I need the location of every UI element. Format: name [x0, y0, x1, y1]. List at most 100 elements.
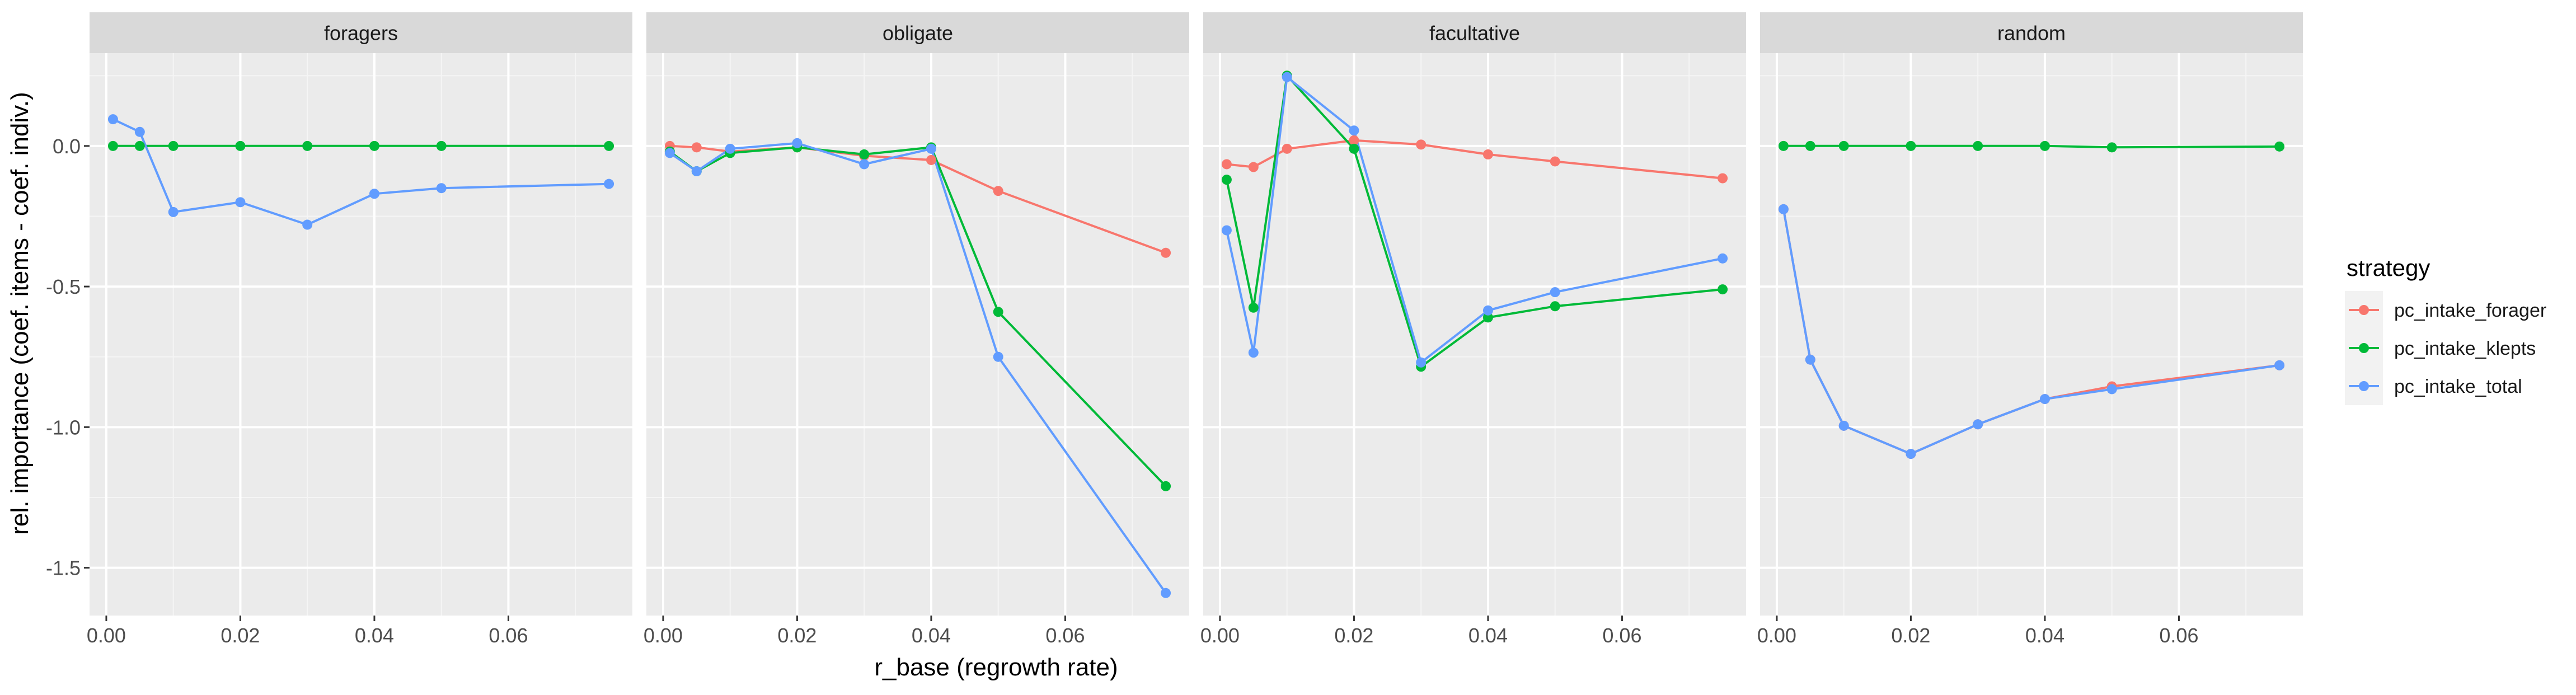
panel-background	[646, 53, 1189, 616]
data-point-pc_intake_forager	[993, 186, 1003, 196]
data-point-pc_intake_klepts	[1482, 312, 1493, 323]
x-tick-label: 0.00	[1757, 624, 1796, 647]
facet-strip	[646, 12, 1189, 53]
data-point-pc_intake_total	[1349, 125, 1359, 136]
x-tick-label: 0.00	[87, 624, 126, 647]
panels-layer: 0.0 -0.5 -1.0 -1.5 foragers 0.00 0.02 0.04 0.06 o…	[46, 12, 2303, 647]
data-point-pc_intake_total	[1416, 357, 1427, 368]
data-point-pc_intake_forager	[1248, 162, 1259, 172]
data-point-pc_intake_forager	[1550, 156, 1560, 167]
data-point-pc_intake_klepts	[2039, 140, 2050, 151]
data-point-pc_intake_klepts	[2274, 141, 2285, 152]
panel-background	[1760, 53, 2303, 616]
data-point-pc_intake_forager	[1718, 173, 1728, 184]
panel-background	[1203, 53, 1746, 616]
x-axis-title: r_base (regrowth rate)	[874, 654, 1118, 681]
data-point-pc_intake_klepts	[1906, 140, 1916, 151]
data-point-pc_intake_total	[725, 143, 735, 154]
data-point-pc_intake_total	[1906, 449, 1916, 459]
data-point-pc_intake_klepts	[1248, 302, 1259, 313]
data-point-pc_intake_total	[1805, 354, 1815, 365]
y-tick-label: 0.0	[53, 135, 81, 158]
x-tick-label: 0.00	[644, 624, 683, 647]
data-point-pc_intake_total	[2039, 394, 2050, 405]
legend-title: strategy	[2347, 255, 2430, 281]
facet-panel-foragers: foragers 0.00 0.02 0.04 0.06	[87, 12, 632, 647]
data-point-pc_intake_total	[436, 183, 447, 194]
data-point-pc_intake_klepts	[1161, 481, 1171, 491]
series-line-pc_intake_total	[1782, 209, 2280, 455]
series-line-pc_intake_total	[112, 118, 609, 226]
y-axis-title: rel. importance (coef. items - coef. ind…	[6, 92, 34, 534]
legend-key-point	[2359, 343, 2369, 353]
facet-strip	[1203, 12, 1746, 53]
data-point-pc_intake_total	[604, 179, 614, 189]
y-tick-label: -1.5	[46, 557, 81, 580]
data-point-pc_intake_klepts	[134, 140, 145, 151]
data-point-pc_intake_total	[1550, 287, 1560, 298]
data-point-pc_intake_total	[168, 206, 179, 217]
data-point-pc_intake_total	[369, 189, 379, 199]
facet-strip-label: foragers	[324, 22, 398, 45]
x-tick-label: 0.04	[2025, 624, 2064, 647]
x-tick-label: 0.06	[1602, 624, 1641, 647]
data-point-pc_intake_total	[2274, 360, 2285, 370]
series-line-pc_intake_klepts	[1225, 73, 1723, 369]
data-point-pc_intake_total	[664, 148, 675, 158]
data-point-pc_intake_forager	[1161, 247, 1171, 258]
x-tick-label: 0.02	[777, 624, 817, 647]
facet-panel-facultative: facultative 0.00 0.02 0.04 0.06	[1200, 12, 1746, 647]
data-point-pc_intake_total	[1778, 204, 1789, 214]
data-point-pc_intake_total	[792, 138, 803, 148]
facet-panel-obligate: obligate 0.00 0.02 0.04 0.06	[644, 12, 1189, 647]
data-point-pc_intake_total	[1221, 225, 1232, 236]
x-tick-label: 0.04	[1468, 624, 1508, 647]
data-point-pc_intake_total	[691, 166, 702, 177]
series-line-pc_intake_total	[669, 142, 1167, 594]
x-tick-label: 0.00	[1200, 624, 1240, 647]
data-point-pc_intake_klepts	[107, 140, 118, 151]
series-line-pc_intake_total	[1225, 74, 1723, 365]
data-point-pc_intake_total	[993, 351, 1003, 362]
data-point-pc_intake_klepts	[1349, 143, 1359, 154]
data-point-pc_intake_klepts	[436, 140, 447, 151]
panel-background	[90, 53, 632, 616]
facet-strip-label: obligate	[883, 22, 953, 45]
data-point-pc_intake_total	[235, 197, 246, 208]
facet-strip-label: random	[1997, 22, 2066, 45]
legend-item-pc_intake_total: pc_intake_total	[2345, 367, 2522, 405]
x-tick-label: 0.06	[1045, 624, 1085, 647]
data-point-pc_intake_klepts	[302, 140, 313, 151]
y-tick-label: -1.0	[46, 416, 81, 439]
data-point-pc_intake_klepts	[1805, 140, 1815, 151]
legend-item-pc_intake_forager: pc_intake_forager	[2345, 291, 2546, 329]
legend-key-point	[2359, 381, 2369, 391]
data-point-pc_intake_klepts	[168, 140, 179, 151]
data-point-pc_intake_klepts	[604, 140, 614, 151]
data-point-pc_intake_klepts	[2106, 142, 2117, 153]
data-point-pc_intake_klepts	[1838, 140, 1849, 151]
data-point-pc_intake_total	[1282, 72, 1292, 82]
x-tick-label: 0.02	[1891, 624, 1930, 647]
data-point-pc_intake_total	[926, 143, 936, 154]
data-point-pc_intake_total	[2106, 384, 2117, 395]
data-point-pc_intake_forager	[1282, 143, 1292, 154]
data-point-pc_intake_klepts	[1221, 175, 1232, 185]
data-point-pc_intake_forager	[1416, 139, 1427, 150]
data-point-pc_intake_total	[859, 159, 870, 170]
data-point-pc_intake_klepts	[1550, 301, 1560, 312]
legend-label: pc_intake_total	[2394, 376, 2522, 397]
x-tick-label: 0.02	[1334, 624, 1373, 647]
facet-strip	[1760, 12, 2303, 53]
legend-keys: pc_intake_forager pc_intake_klepts pc_inta…	[2345, 291, 2546, 405]
y-tick-label: -0.5	[46, 275, 81, 298]
data-point-pc_intake_klepts	[1718, 284, 1728, 295]
data-point-pc_intake_total	[1482, 305, 1493, 316]
series-line-pc_intake_forager	[1226, 139, 1723, 180]
data-point-pc_intake_total	[1838, 420, 1849, 431]
data-point-pc_intake_forager	[1482, 149, 1493, 159]
legend-item-pc_intake_klepts: pc_intake_klepts	[2345, 329, 2536, 367]
data-point-pc_intake_klepts	[369, 140, 379, 151]
data-point-pc_intake_total	[107, 114, 118, 125]
